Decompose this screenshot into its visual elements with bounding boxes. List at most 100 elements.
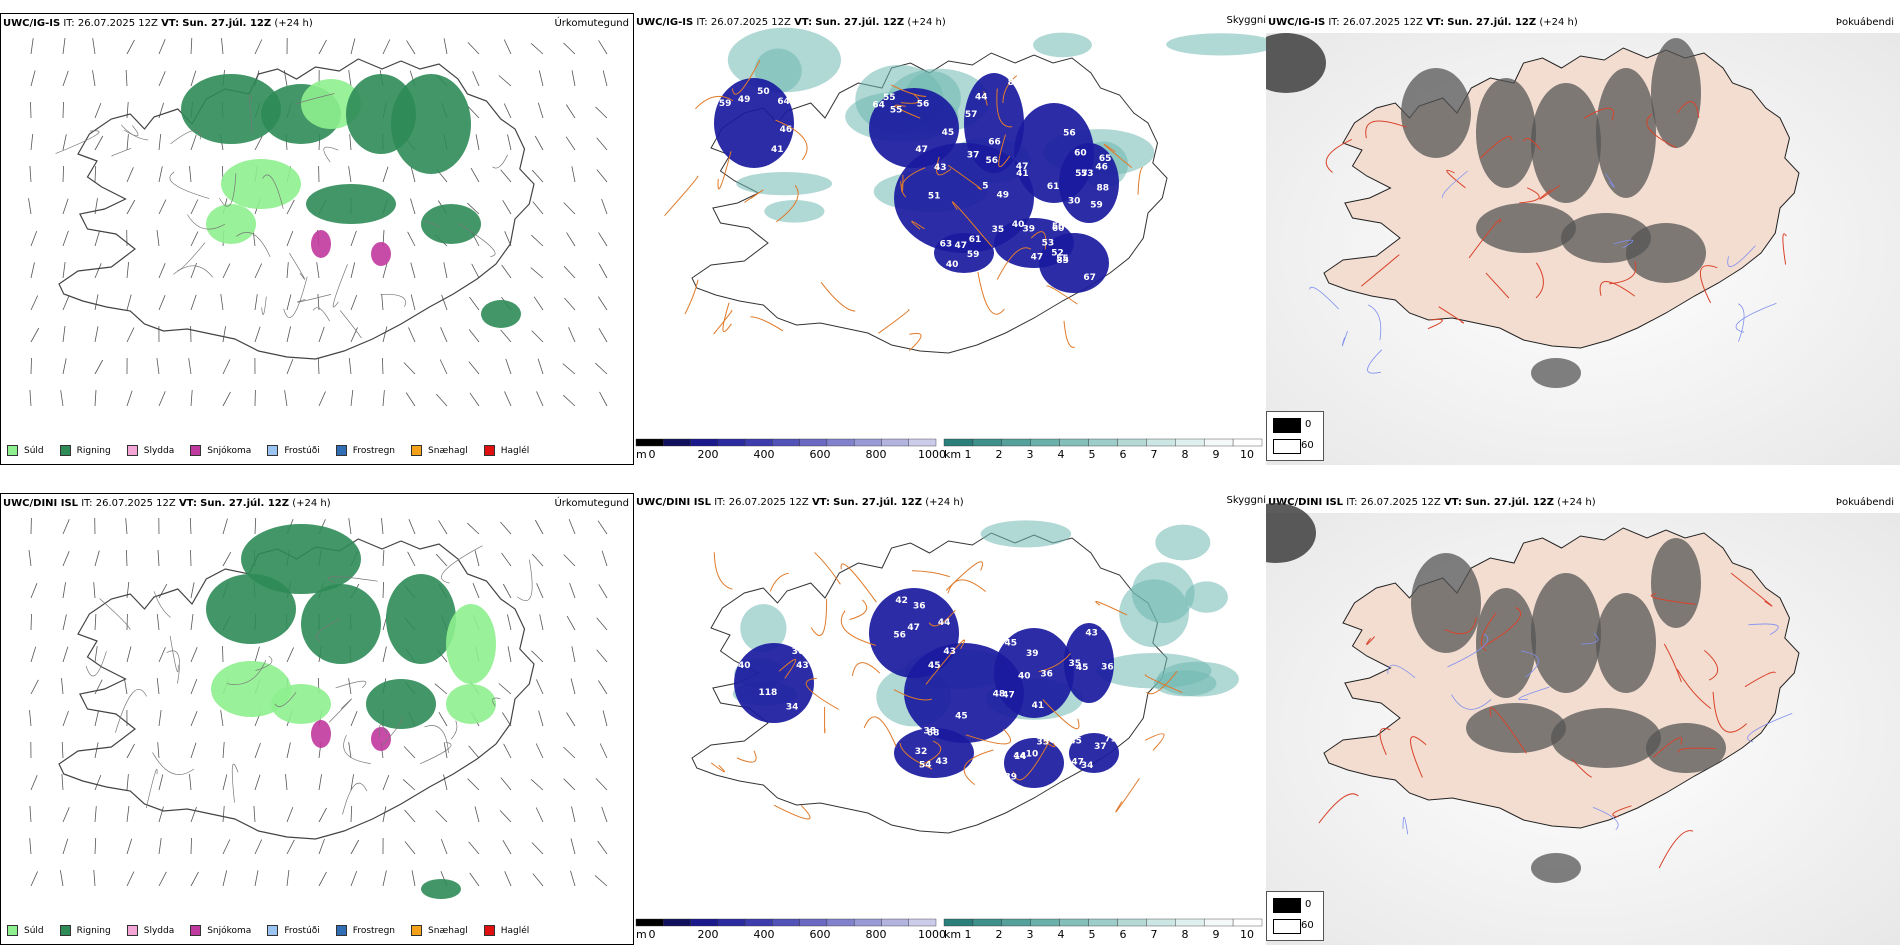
cloud-base-label: 38 (924, 727, 937, 737)
wind-barb (350, 805, 353, 823)
road-line (249, 94, 253, 134)
wind-barb (222, 326, 226, 343)
wind-barb (62, 838, 69, 855)
wind-barb (286, 742, 291, 759)
visibility-swatch (1001, 438, 1031, 447)
fog-legend-min: 0 (1305, 899, 1312, 910)
precip-map (28, 37, 608, 407)
wind-barb (474, 550, 480, 567)
cloudbase-tick: 200 (698, 928, 719, 941)
wind-barb (596, 617, 608, 631)
cloudbase-swatch (744, 438, 773, 447)
wind-barb (60, 390, 64, 407)
road-line (1446, 169, 1466, 189)
legend-item: Haglél (483, 445, 529, 456)
cloud-base-label: 59 (967, 250, 980, 260)
wind-barb (531, 330, 544, 343)
wind-barb (348, 518, 352, 535)
wind-barb (562, 363, 576, 375)
legend-item: Slydda (126, 925, 174, 936)
wind-barb (538, 710, 544, 727)
wind-barb (404, 809, 416, 823)
panel-header: UWC/IG-IS IT: 26.07.2025 12Z VT: Sun. 27… (1268, 17, 1578, 28)
visibility-tick: 10 (1240, 928, 1254, 941)
river-line (1747, 713, 1793, 743)
wind-barb (538, 70, 544, 87)
road-line (1360, 254, 1400, 287)
cloudbase-swatch (853, 438, 882, 447)
wind-barb (382, 806, 387, 823)
wind-barb (570, 678, 576, 695)
wind-barb (61, 678, 64, 695)
cloud-base-label: 36 (1101, 663, 1114, 673)
visibility-swatch (1203, 918, 1234, 927)
wind-barb (348, 70, 352, 87)
wind-barb (126, 327, 135, 343)
wind-barb (94, 230, 100, 247)
cloud-base-label: 5 (982, 182, 988, 192)
legend-item: Snjókoma (190, 445, 251, 456)
wind-barb (190, 389, 193, 407)
wind-barb (286, 294, 292, 311)
road-line (1146, 670, 1178, 695)
wind-barb (469, 392, 480, 407)
legend-swatch (126, 925, 138, 936)
road-line (1744, 671, 1776, 688)
wind-barb (158, 134, 162, 151)
wind-barb (190, 294, 197, 311)
cloud-base-label: 61 (969, 235, 982, 245)
road-line (339, 310, 362, 339)
cloud-base-label: 56 (1063, 129, 1076, 139)
wind-barb (595, 362, 608, 375)
legend-label: Haglél (500, 925, 530, 936)
cloud-base-label: 60 (1052, 224, 1065, 234)
wind-barb (222, 391, 231, 407)
visibility-swatch (1117, 438, 1147, 447)
cloud-base-label: 46 (780, 125, 793, 135)
cloud-base-label: 53 (1042, 239, 1055, 249)
wind-barb (402, 779, 416, 791)
visibility-tick: 7 (1151, 928, 1158, 941)
wind-barb (563, 554, 576, 567)
precip-area (181, 74, 281, 144)
road-line (261, 296, 267, 316)
legend-item: Frostúði (267, 925, 320, 936)
wind-barb (410, 262, 416, 279)
wind-barb (254, 294, 258, 311)
legend-label: Frostúði (284, 445, 320, 456)
wind-barb (222, 518, 228, 535)
wind-barb (286, 839, 295, 855)
wind-barb (382, 581, 384, 599)
panel-header: UWC/DINI ISL IT: 26.07.2025 12Z VT: Sun.… (1268, 497, 1596, 508)
wind-barb (596, 169, 608, 183)
wind-barb (61, 773, 64, 791)
wind-barb (190, 262, 197, 279)
road-line (1523, 137, 1541, 150)
wind-barb (570, 870, 576, 887)
road-line (1663, 643, 1682, 683)
wind-barb (531, 650, 544, 663)
wind-barb (436, 393, 448, 407)
fog-legend-light (1273, 439, 1301, 454)
cloud-base-label: 65 (1099, 154, 1112, 164)
cloud-base-label: 45 (1076, 663, 1089, 673)
legend-swatch (267, 925, 279, 936)
wind-barb (317, 293, 320, 311)
wind-barb (94, 774, 102, 791)
road-line (1318, 793, 1359, 824)
precip-area (446, 684, 496, 724)
wind-barb (539, 614, 544, 631)
road-line (1571, 759, 1593, 778)
cloud-base-label: 59 (1090, 201, 1103, 211)
visibility-swatch (972, 918, 1003, 927)
river-line (1737, 303, 1745, 342)
road-line (1699, 265, 1718, 304)
visibility-swatch (943, 918, 974, 927)
wind-barb (318, 391, 326, 407)
wind-barb (30, 613, 32, 631)
fog-area (1476, 588, 1536, 698)
visibility-tick: 8 (1182, 448, 1189, 461)
road-line (1658, 830, 1694, 869)
wind-barb (382, 646, 387, 663)
